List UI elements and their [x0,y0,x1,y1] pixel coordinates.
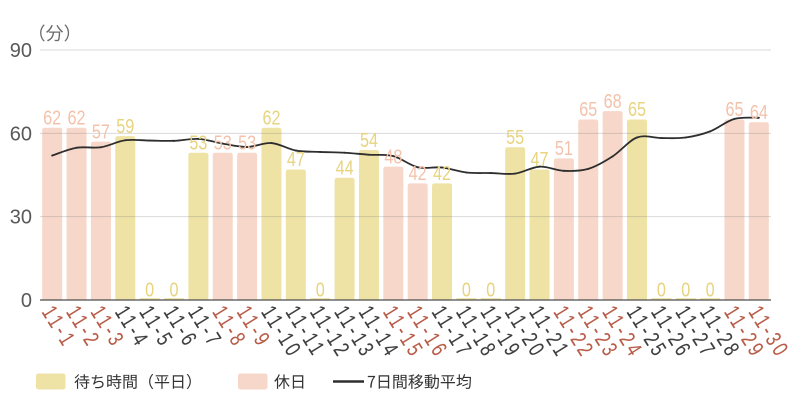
svg-text:65: 65 [725,97,743,120]
svg-text:59: 59 [116,114,134,137]
svg-text:51: 51 [555,136,573,159]
svg-text:0: 0 [462,278,471,301]
svg-text:0: 0 [21,290,32,312]
svg-text:62: 62 [262,106,280,129]
svg-text:62: 62 [43,106,61,129]
svg-text:30: 30 [10,207,32,229]
svg-text:64: 64 [750,100,768,123]
svg-text:48: 48 [384,145,402,168]
svg-text:60: 60 [10,123,32,145]
svg-text:47: 47 [287,147,305,170]
svg-text:47: 47 [531,147,549,170]
svg-text:65: 65 [628,97,646,120]
svg-text:0: 0 [681,278,690,301]
svg-text:42: 42 [409,161,427,184]
svg-text:42: 42 [433,161,451,184]
svg-text:44: 44 [336,156,354,179]
svg-text:53: 53 [238,131,256,154]
svg-text:0: 0 [706,278,715,301]
svg-text:55: 55 [506,125,524,148]
svg-text:0: 0 [316,278,325,301]
svg-text:53: 53 [189,131,207,154]
svg-text:0: 0 [145,278,154,301]
svg-text:62: 62 [68,106,86,129]
svg-text:0: 0 [657,278,666,301]
svg-text:90: 90 [10,40,32,62]
svg-text:0: 0 [170,278,179,301]
svg-text:0: 0 [486,278,495,301]
svg-text:53: 53 [214,131,232,154]
svg-text:57: 57 [92,120,110,143]
svg-text:65: 65 [579,97,597,120]
svg-text:54: 54 [360,128,378,151]
svg-text:68: 68 [604,89,622,112]
